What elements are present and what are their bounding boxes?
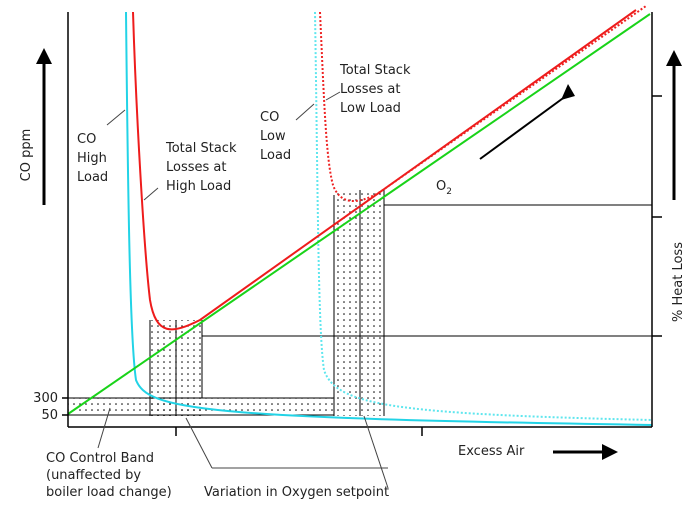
co-ppm-axis-label: CO ppm <box>19 129 34 182</box>
co-high-load-label: CO High Load <box>77 132 111 185</box>
stack-high-load-label: Total Stack Losses at High Load <box>165 141 241 194</box>
co-high-load-curve <box>125 11 653 426</box>
co-control-band-label: CO Control Band (unaffected by boiler lo… <box>46 451 172 500</box>
o2-label: O2 <box>436 179 452 197</box>
tick-50-label: 50 <box>41 408 58 423</box>
heat-loss-axis-label: % Heat Loss <box>671 242 686 322</box>
o2-variation-zone-low <box>334 190 384 416</box>
axes <box>62 12 662 436</box>
o2-direction-arrow <box>479 95 567 160</box>
arrows <box>36 48 682 460</box>
excess-air-axis-label: Excess Air <box>458 444 525 459</box>
reference-lines <box>68 190 652 416</box>
stack-high-load-curve <box>132 9 637 331</box>
leader-lines <box>97 91 389 489</box>
stack-low-load-label: Total Stack Losses at Low Load <box>339 63 415 116</box>
tick-300-label: 300 <box>33 391 58 406</box>
variation-label: Variation in Oxygen setpoint <box>204 485 389 500</box>
co-low-load-label: CO Low Load <box>260 110 291 163</box>
o2-line <box>67 13 651 415</box>
